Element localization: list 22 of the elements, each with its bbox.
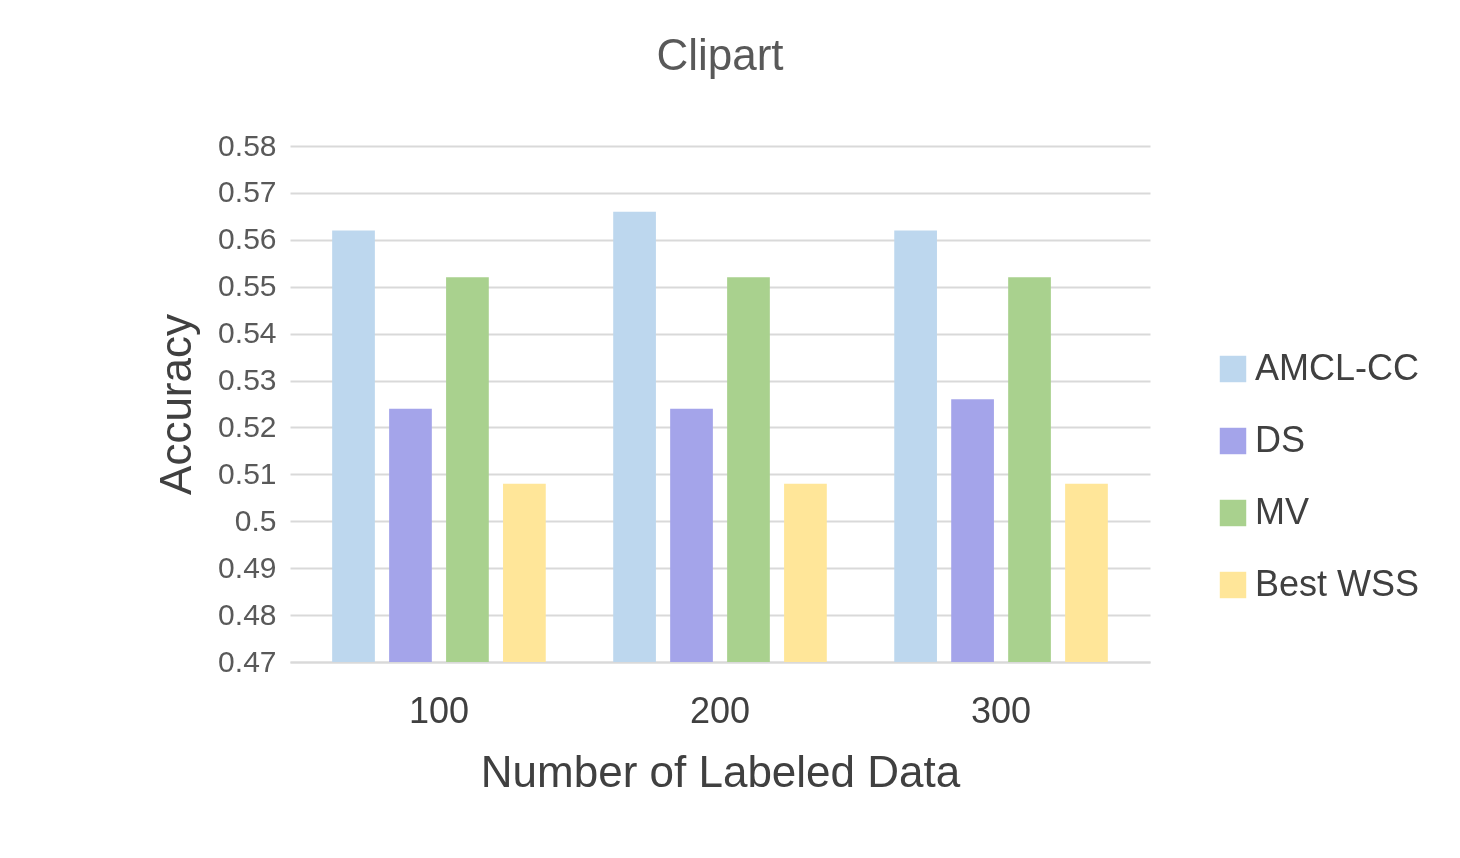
x-tick-label: 200	[689, 689, 751, 731]
legend-label: AMCL-CC	[1255, 347, 1420, 388]
y-tick-label: 0.56	[218, 222, 277, 256]
legend-label: Best WSS	[1255, 563, 1420, 604]
y-axis-title: Accuracy	[151, 314, 201, 495]
y-tick-label: 0.57	[218, 175, 277, 209]
y-tick-label: 0.47	[218, 644, 277, 678]
y-tick-label: 0.52	[218, 409, 277, 443]
legend-label: DS	[1255, 419, 1306, 460]
x-axis-title: Number of Labeled Data	[480, 746, 961, 796]
y-tick-label: 0.49	[218, 550, 277, 584]
x-tick-label: 100	[408, 689, 469, 731]
y-tick-label: 0.5	[234, 503, 277, 537]
chart-title: Clipart	[656, 30, 784, 79]
y-tick-label: 0.51	[218, 456, 277, 490]
legend-label: MV	[1255, 491, 1309, 532]
x-tick-label: 300	[971, 689, 1032, 731]
y-tick-label: 0.48	[218, 597, 277, 631]
y-tick-label: 0.53	[218, 363, 277, 397]
y-tick-label: 0.58	[218, 128, 277, 162]
y-tick-label: 0.54	[218, 316, 277, 350]
y-tick-label: 0.55	[218, 269, 277, 303]
